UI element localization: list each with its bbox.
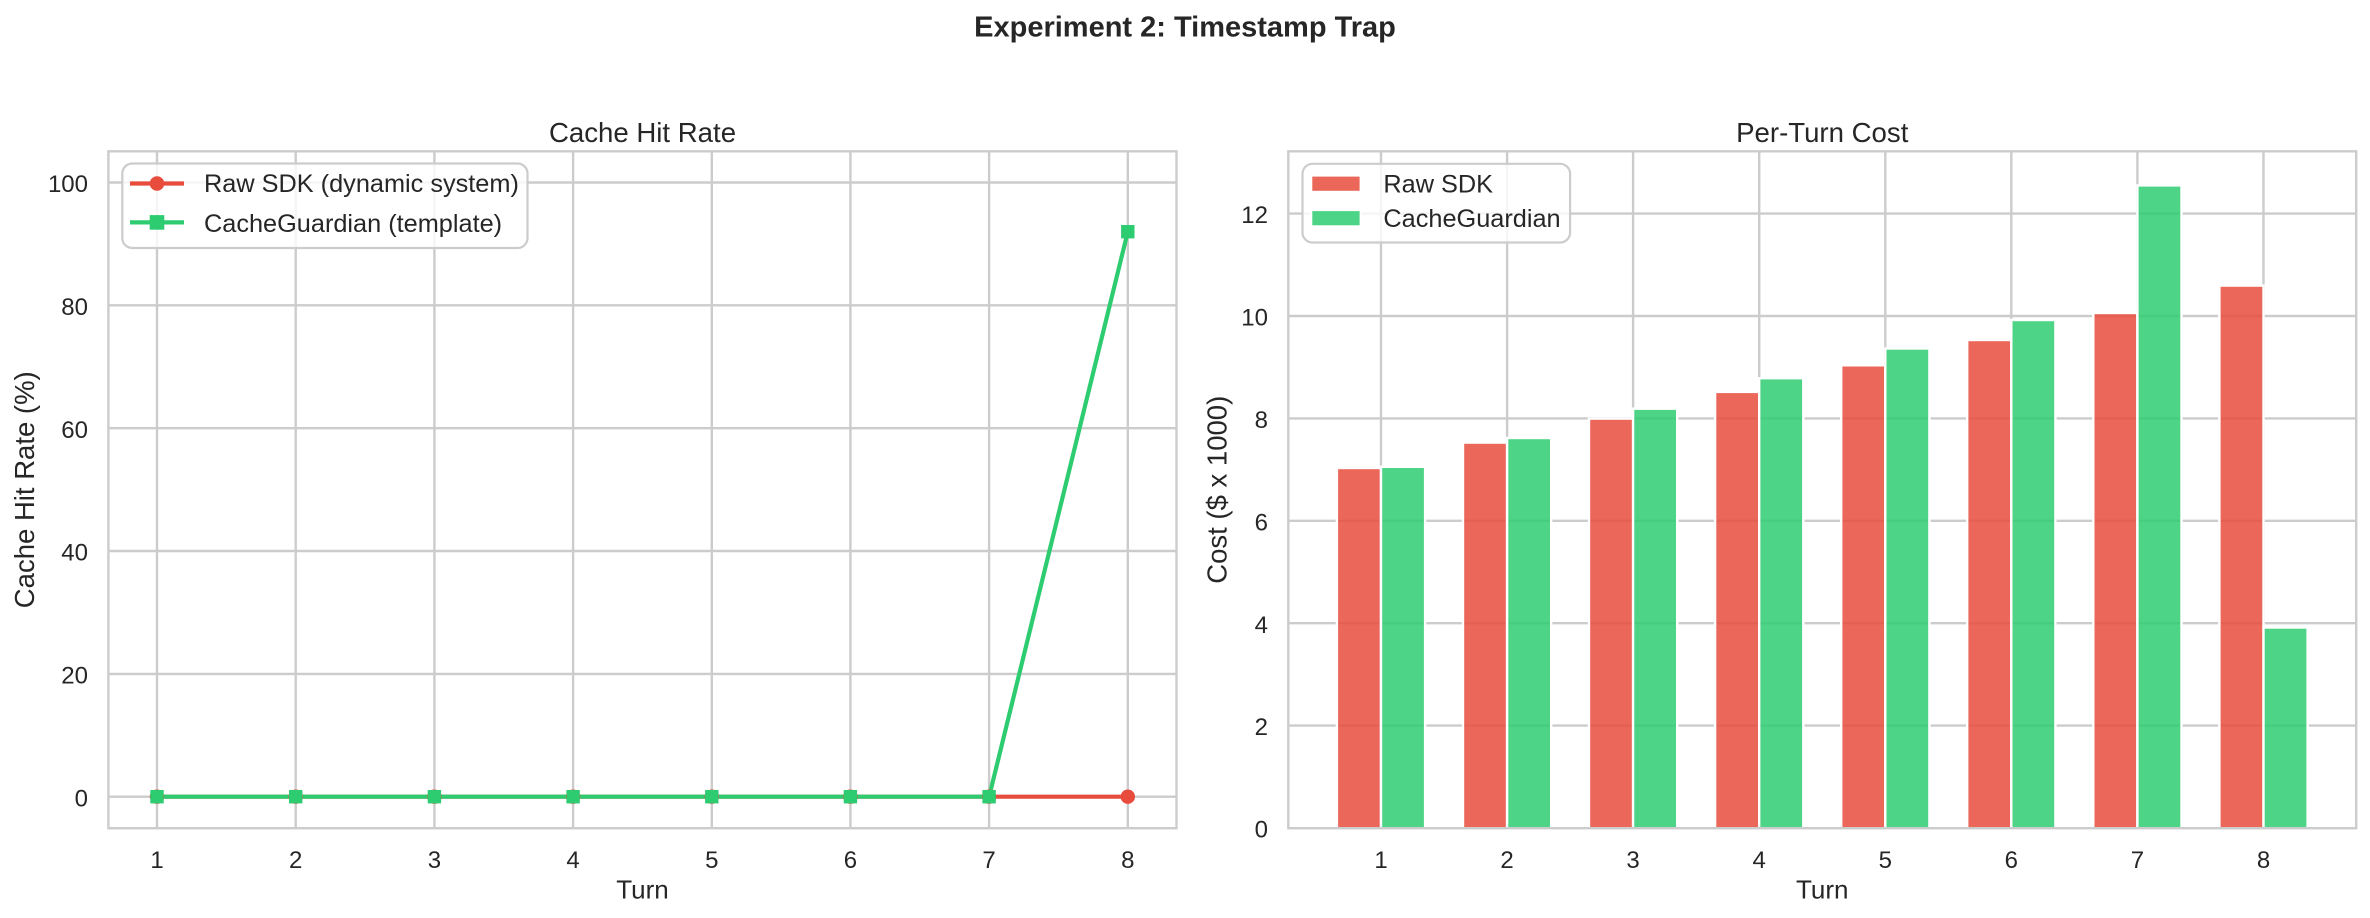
svg-text:10: 10: [1241, 305, 1268, 332]
svg-text:6: 6: [2005, 847, 2018, 874]
svg-text:Cache Hit Rate: Cache Hit Rate: [549, 117, 736, 148]
svg-text:1: 1: [150, 847, 163, 874]
svg-text:60: 60: [61, 417, 88, 444]
svg-text:6: 6: [1255, 509, 1268, 536]
svg-text:4: 4: [1255, 612, 1268, 639]
svg-text:4: 4: [566, 847, 579, 874]
svg-text:Turn: Turn: [616, 874, 669, 904]
svg-text:Raw SDK: Raw SDK: [1383, 171, 1493, 199]
svg-text:Cache Hit Rate (%): Cache Hit Rate (%): [9, 371, 40, 608]
svg-text:Per-Turn Cost: Per-Turn Cost: [1736, 117, 1909, 148]
svg-text:6: 6: [844, 847, 857, 874]
svg-text:Raw SDK (dynamic system): Raw SDK (dynamic system): [204, 170, 519, 198]
svg-text:Turn: Turn: [1796, 874, 1849, 904]
svg-text:Experiment 2: Timestamp Trap: Experiment 2: Timestamp Trap: [974, 12, 1396, 44]
svg-text:5: 5: [1879, 847, 1892, 874]
svg-text:CacheGuardian (template): CacheGuardian (template): [204, 210, 502, 238]
svg-text:8: 8: [1121, 847, 1134, 874]
svg-text:CacheGuardian: CacheGuardian: [1383, 205, 1560, 233]
svg-text:2: 2: [1500, 847, 1513, 874]
svg-text:1: 1: [1374, 847, 1387, 874]
svg-text:80: 80: [61, 294, 88, 321]
svg-text:3: 3: [1626, 847, 1639, 874]
svg-text:40: 40: [61, 540, 88, 567]
svg-text:3: 3: [428, 847, 441, 874]
svg-text:20: 20: [61, 663, 88, 690]
svg-text:8: 8: [1255, 407, 1268, 434]
svg-text:0: 0: [75, 785, 88, 812]
svg-text:2: 2: [289, 847, 302, 874]
svg-text:2: 2: [1255, 714, 1268, 741]
svg-text:5: 5: [705, 847, 718, 874]
svg-text:4: 4: [1753, 847, 1766, 874]
svg-text:8: 8: [2257, 847, 2270, 874]
svg-text:7: 7: [2131, 847, 2144, 874]
svg-text:0: 0: [1255, 817, 1268, 844]
svg-text:7: 7: [982, 847, 995, 874]
svg-text:12: 12: [1241, 202, 1268, 229]
svg-text:100: 100: [48, 171, 88, 198]
svg-text:Cost ($ x 1000): Cost ($ x 1000): [1202, 396, 1233, 584]
